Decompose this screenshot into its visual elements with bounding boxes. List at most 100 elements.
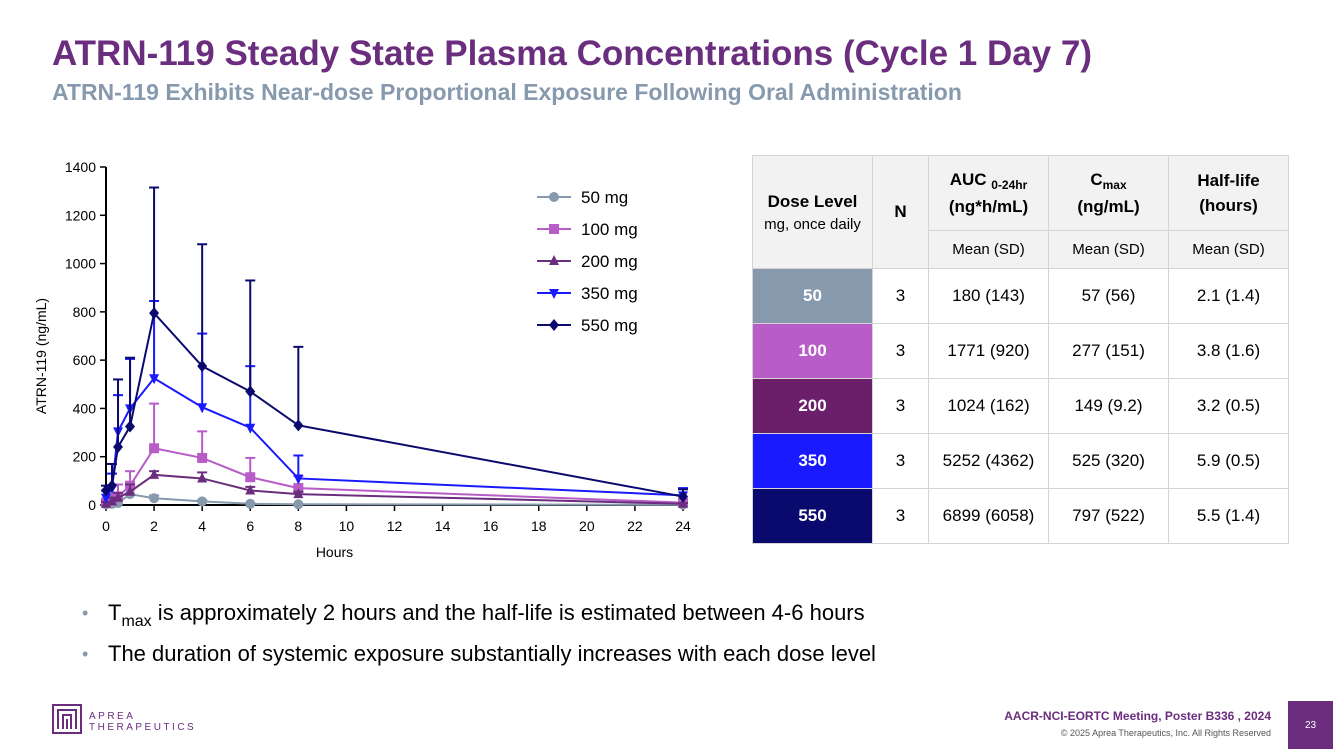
legend-marker: [549, 192, 559, 202]
x-tick-label: 16: [483, 518, 499, 534]
data-point: [197, 360, 208, 373]
header-n: N: [872, 155, 929, 269]
x-tick-label: 14: [435, 518, 451, 534]
footer-copyright: © 2025 Aprea Therapeutics, Inc. All Righ…: [1060, 728, 1271, 738]
data-point: [125, 420, 136, 433]
page-number: 23: [1288, 701, 1333, 749]
x-tick-label: 8: [294, 518, 302, 534]
x-tick-label: 22: [627, 518, 643, 534]
x-tick-label: 12: [387, 518, 403, 534]
header-cmax-mean-sd: Mean (SD): [1048, 230, 1169, 269]
series-line: [105, 447, 684, 504]
legend-item: 100 mg: [537, 220, 638, 239]
x-tick-label: 2: [150, 518, 158, 534]
data-point: [245, 472, 256, 483]
cmax-cell: 525 (320): [1048, 433, 1169, 489]
data-point: [245, 385, 256, 398]
data-point: [678, 490, 688, 503]
data-point: [293, 419, 304, 432]
cmax-cell: 149 (9.2): [1048, 378, 1169, 434]
data-point: [678, 497, 688, 508]
auc-cell: 180 (143): [928, 268, 1049, 324]
x-tick-label: 18: [531, 518, 547, 534]
data-point: [293, 499, 304, 510]
legend-label: 350 mg: [581, 284, 638, 303]
x-tick-label: 4: [198, 518, 206, 534]
header-cmax: Cmax (ng/mL): [1048, 155, 1169, 231]
half-life-cell: 5.9 (0.5): [1168, 433, 1289, 489]
header-dose-level: Dose Level mg, once daily: [752, 155, 873, 269]
data-point: [113, 441, 124, 454]
header-cmax-unit: (ng/mL): [1077, 196, 1140, 216]
series-200-mg: [101, 468, 688, 508]
y-tick-label: 1400: [65, 159, 96, 175]
auc-cell: 1771 (920): [928, 323, 1049, 379]
legend-item: 350 mg: [537, 284, 638, 303]
data-point: [197, 472, 208, 483]
half-life-cell: 2.1 (1.4): [1168, 268, 1289, 324]
key-findings-list: Tmax is approximately 2 hours and the ha…: [80, 598, 876, 680]
dose-cell: 100: [752, 323, 873, 379]
data-point: [293, 488, 304, 499]
auc-cell: 5252 (4362): [928, 433, 1049, 489]
cmax-cell: 57 (56): [1048, 268, 1169, 324]
header-half-life: Half-life (hours): [1168, 155, 1289, 231]
bullet-exposure: The duration of systemic exposure substa…: [80, 639, 876, 680]
data-point: [293, 483, 304, 494]
header-half-life-mean-sd: Mean (SD): [1168, 230, 1289, 269]
y-tick-label: 600: [73, 352, 97, 368]
header-half-life-unit: (hours): [1199, 196, 1258, 215]
table-row: 550 3 6899 (6058) 797 (522) 5.5 (1.4): [752, 488, 1289, 544]
legend-marker: [549, 319, 559, 331]
half-life-cell: 5.5 (1.4): [1168, 488, 1289, 544]
table-row: 350 3 5252 (4362) 525 (320) 5.9 (0.5): [752, 433, 1289, 489]
y-axis-label: ATRN-119 (ng/mL): [33, 298, 49, 414]
legend-marker: [549, 289, 559, 299]
cmax-cell: 797 (522): [1048, 488, 1169, 544]
data-point: [293, 474, 304, 485]
auc-cell: 6899 (6058): [928, 488, 1049, 544]
auc-cell: 1024 (162): [928, 378, 1049, 434]
n-cell: 3: [872, 268, 929, 324]
x-tick-label: 20: [579, 518, 595, 534]
n-cell: 3: [872, 433, 929, 489]
legend-item: 200 mg: [537, 252, 638, 271]
header-auc-unit: (ng*h/mL): [948, 196, 1029, 216]
y-tick-label: 800: [73, 304, 97, 320]
x-tick-label: 10: [339, 518, 355, 534]
header-dose-level-sub: mg, once daily: [764, 215, 861, 233]
data-point: [149, 493, 160, 504]
footer-meeting: AACR-NCI-EORTC Meeting, Poster B336 , 20…: [1004, 709, 1271, 723]
data-point: [107, 495, 118, 506]
table-row: 100 3 1771 (920) 277 (151) 3.8 (1.6): [752, 323, 1289, 379]
y-tick-label: 400: [73, 400, 97, 416]
series-550-mg: [101, 186, 688, 503]
header-auc-mean-sd: Mean (SD): [928, 230, 1049, 269]
company-logo-text: APREA THERAPEUTICS: [89, 711, 197, 733]
data-point: [125, 485, 136, 496]
data-point: [149, 374, 160, 385]
data-point: [197, 403, 208, 414]
dose-cell: 550: [752, 488, 873, 544]
bullet-tmax: Tmax is approximately 2 hours and the ha…: [80, 598, 876, 639]
legend-item: 550 mg: [537, 316, 638, 335]
y-tick-label: 1200: [65, 207, 96, 223]
legend-label: 100 mg: [581, 220, 638, 239]
legend-label: 50 mg: [581, 188, 628, 207]
table-row: 50 3 180 (143) 57 (56) 2.1 (1.4): [752, 268, 1289, 324]
aprea-logo-icon: [52, 704, 82, 734]
data-point: [197, 496, 208, 507]
legend-label: 200 mg: [581, 252, 638, 271]
data-point: [101, 484, 111, 497]
legend-item: 50 mg: [537, 188, 628, 207]
x-tick-label: 6: [246, 518, 254, 534]
table-row: 200 3 1024 (162) 149 (9.2) 3.2 (0.5): [752, 378, 1289, 434]
dose-cell: 50: [752, 268, 873, 324]
data-point: [113, 491, 124, 502]
header-dose-level-label: Dose Level: [767, 191, 858, 211]
y-tick-label: 200: [73, 449, 97, 465]
data-point: [101, 493, 111, 504]
pk-parameters-table: Dose Level mg, once daily N AUC 0-24hr (…: [752, 155, 1289, 544]
data-point: [149, 468, 160, 479]
